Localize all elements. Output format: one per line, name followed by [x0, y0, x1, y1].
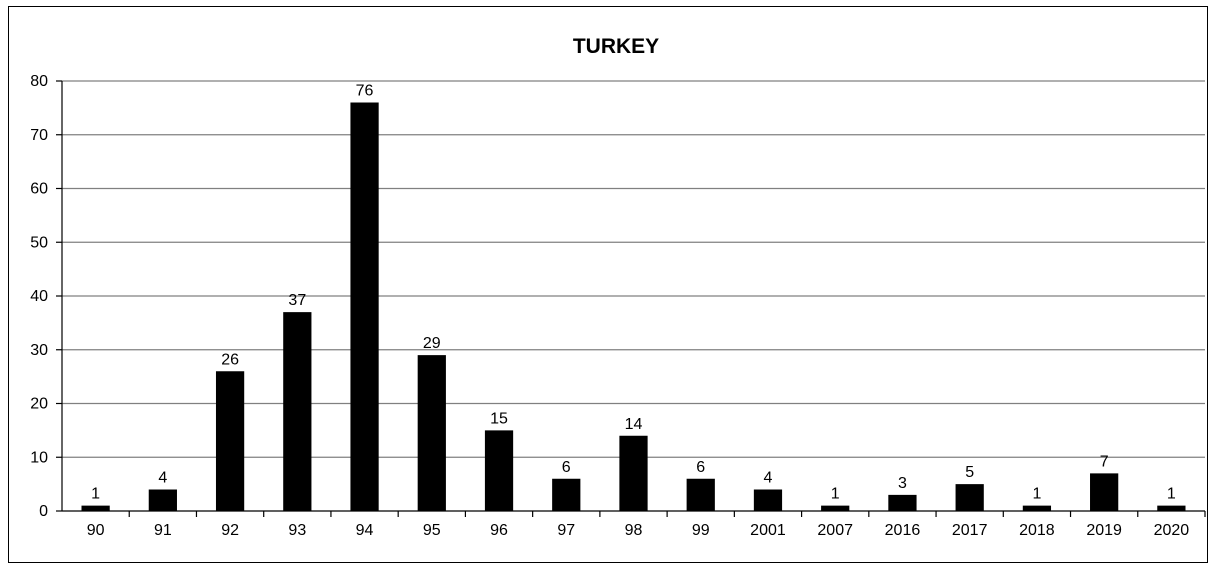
x-tick-label: 98	[625, 522, 643, 539]
x-tick-label: 95	[423, 522, 441, 539]
data-label: 29	[423, 335, 441, 352]
x-tick-label: 90	[87, 522, 105, 539]
x-tick-label: 2018	[1019, 522, 1055, 539]
bar	[888, 494, 917, 511]
data-label: 4	[158, 470, 167, 487]
data-label: 1	[831, 486, 840, 503]
data-label: 14	[625, 416, 643, 433]
data-label: 1	[91, 486, 100, 503]
y-tick-label: 50	[30, 234, 48, 251]
bar	[484, 430, 514, 511]
bar	[350, 102, 379, 511]
y-tick-labels: 0 10 20 30 40 50 60 70 80	[30, 73, 48, 520]
x-tick-label: 2019	[1086, 522, 1122, 539]
data-label: 37	[288, 292, 306, 309]
data-label: 6	[562, 459, 571, 476]
bar	[215, 371, 245, 511]
bar	[283, 312, 312, 511]
data-label: 5	[965, 464, 974, 481]
y-tick-label: 60	[30, 181, 48, 198]
bar	[1022, 505, 1052, 511]
y-tick-label: 10	[30, 449, 48, 466]
bar	[753, 489, 783, 511]
data-label: 3	[898, 475, 907, 492]
data-label: 15	[490, 410, 508, 427]
x-tick-label: 97	[557, 522, 575, 539]
x-tick-label: 93	[288, 522, 306, 539]
bar	[955, 484, 984, 511]
bar	[417, 355, 446, 511]
x-tick-label: 2001	[750, 522, 786, 539]
y-tick-label: 80	[30, 73, 48, 90]
data-label: 1	[1032, 486, 1041, 503]
x-tick-label: 2007	[817, 522, 853, 539]
data-label: 6	[696, 459, 705, 476]
bar	[1157, 505, 1186, 511]
chart-frame: TURKEY 0 10 20 30 40 50 60 70 80 90 91 92 93 94 95 96 9…	[8, 6, 1208, 563]
y-tick-label: 70	[30, 127, 48, 144]
x-tick-label: 92	[221, 522, 239, 539]
bar	[821, 505, 850, 511]
x-tick-label: 91	[154, 522, 172, 539]
x-tick-label: 99	[692, 522, 710, 539]
x-tick-label: 96	[490, 522, 508, 539]
bar	[619, 435, 648, 511]
x-tick-label: 2017	[952, 522, 988, 539]
y-tick-label: 40	[30, 288, 48, 305]
data-label: 1	[1167, 486, 1176, 503]
bar	[686, 478, 715, 511]
y-tick-label: 20	[30, 396, 48, 413]
data-label: 26	[221, 351, 239, 368]
data-label: 7	[1100, 453, 1109, 470]
bar	[552, 478, 581, 511]
bar	[148, 489, 177, 511]
x-tick-labels: 90 91 92 93 94 95 96 97 98 99 2001 2007 2016 2017 2018…	[87, 522, 1190, 539]
x-tick-label: 2020	[1154, 522, 1190, 539]
chart-title: TURKEY	[573, 35, 659, 58]
bars	[81, 102, 1186, 511]
x-tick-label: 2016	[885, 522, 921, 539]
data-label: 4	[764, 470, 773, 487]
bar	[1090, 473, 1119, 511]
x-tick-label: 94	[356, 522, 374, 539]
bar	[81, 505, 110, 511]
grid-lines	[56, 80, 1206, 517]
y-tick-label: 0	[39, 503, 48, 520]
y-tick-label: 30	[30, 342, 48, 359]
data-label: 76	[356, 83, 374, 100]
